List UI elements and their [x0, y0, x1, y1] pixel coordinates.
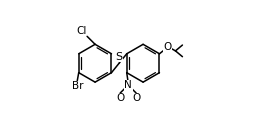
Text: S: S: [115, 52, 123, 62]
Text: O: O: [163, 42, 172, 52]
Text: Br: Br: [72, 81, 83, 91]
Text: O: O: [132, 93, 140, 103]
Text: Cl: Cl: [76, 26, 86, 36]
Text: N: N: [124, 80, 132, 90]
Text: O: O: [116, 93, 124, 103]
